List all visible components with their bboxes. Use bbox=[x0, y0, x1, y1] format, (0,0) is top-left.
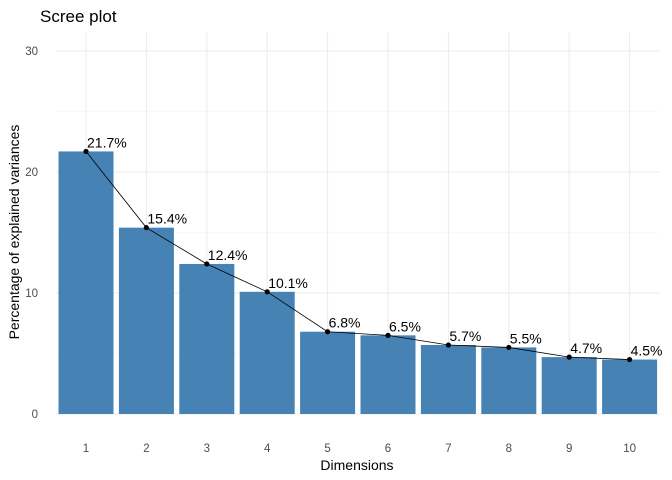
bar-8 bbox=[481, 347, 537, 414]
data-label-1: 21.7% bbox=[87, 134, 127, 150]
data-label-8: 5.5% bbox=[510, 330, 542, 346]
x-tick-label: 4 bbox=[264, 443, 271, 455]
point-7 bbox=[445, 342, 451, 348]
bar-4 bbox=[239, 291, 295, 414]
point-1 bbox=[83, 148, 89, 155]
data-label-2: 15.4% bbox=[147, 211, 187, 227]
bars bbox=[58, 151, 658, 414]
x-tick-label: 1 bbox=[83, 443, 89, 455]
point-8 bbox=[506, 344, 512, 351]
point-9 bbox=[566, 354, 572, 360]
data-label-4: 10.1% bbox=[268, 275, 308, 291]
y-tick-label: 30 bbox=[25, 46, 38, 58]
point-2 bbox=[143, 225, 149, 231]
x-tick-label: 3 bbox=[204, 443, 210, 455]
variance-polyline bbox=[85, 151, 630, 360]
data-label-9: 4.7% bbox=[570, 340, 602, 356]
y-tick-label: 20 bbox=[25, 167, 38, 179]
x-tick-label: 10 bbox=[623, 443, 636, 455]
x-tick-label: 5 bbox=[324, 443, 330, 455]
variance-line bbox=[85, 151, 630, 360]
x-tick-label: 7 bbox=[445, 443, 451, 455]
point-4 bbox=[264, 289, 270, 295]
y-tick-label: 10 bbox=[25, 288, 38, 300]
point-6 bbox=[385, 332, 391, 338]
bar-1 bbox=[58, 151, 114, 414]
data-label-5: 6.8% bbox=[329, 315, 361, 331]
y-axis-label: Percentage of explained variances bbox=[6, 125, 22, 340]
data-label-3: 12.4% bbox=[208, 247, 248, 263]
data-labels: 21.7% 15.4% 12.4% 10.1% 6.8% 6.5% 5.7% 5.5% 4.7%… bbox=[87, 134, 663, 358]
x-tick-label: 8 bbox=[506, 443, 512, 455]
point-3 bbox=[204, 261, 210, 267]
data-label-10: 4.5% bbox=[631, 343, 663, 359]
data-label-6: 6.5% bbox=[389, 318, 421, 334]
points bbox=[83, 148, 633, 363]
x-axis-label: Dimensions bbox=[320, 457, 393, 473]
bar-7 bbox=[420, 345, 476, 414]
point-10 bbox=[627, 356, 633, 363]
chart-title: Scree plot bbox=[40, 7, 117, 26]
x-tick-label: 6 bbox=[385, 443, 391, 455]
bar-2 bbox=[118, 227, 174, 414]
x-axis-ticks: 1 2 3 4 5 6 7 8 9 10 bbox=[83, 443, 636, 455]
bar-3 bbox=[179, 263, 235, 414]
bar-10 bbox=[602, 359, 658, 414]
x-tick-label: 9 bbox=[566, 443, 572, 455]
y-axis-ticks: 0 10 20 30 bbox=[25, 46, 38, 421]
bar-9 bbox=[541, 357, 597, 414]
bar-6 bbox=[360, 335, 416, 414]
y-tick-label: 0 bbox=[32, 409, 38, 421]
x-tick-label: 2 bbox=[143, 443, 149, 455]
point-5 bbox=[325, 329, 331, 335]
data-label-7: 5.7% bbox=[449, 328, 481, 344]
bar-5 bbox=[300, 331, 356, 414]
